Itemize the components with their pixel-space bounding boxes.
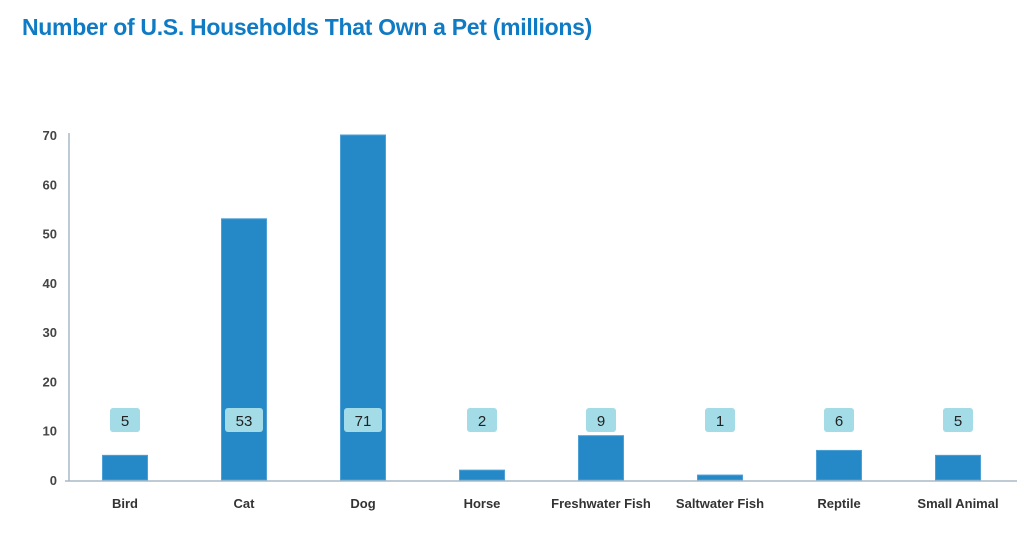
- data-label-box: [943, 408, 973, 432]
- data-label: 5: [954, 413, 962, 430]
- y-tick-label: 50: [43, 227, 57, 242]
- data-label: 5: [121, 413, 129, 430]
- x-tick-label: Bird: [112, 496, 138, 511]
- bar-saltwater-fish: [697, 474, 743, 481]
- bar-cat: [221, 218, 267, 481]
- bar-horse: [459, 469, 505, 481]
- y-tick-label: 40: [43, 276, 57, 291]
- x-tick-label: Small Animal: [917, 496, 998, 511]
- chart-title: Number of U.S. Households That Own a Pet…: [22, 14, 592, 40]
- data-label-box: [705, 408, 735, 432]
- x-tick-label: Saltwater Fish: [676, 496, 764, 511]
- x-tick-label: Cat: [234, 496, 256, 511]
- data-label: 9: [597, 413, 605, 430]
- y-tick-label: 30: [43, 325, 57, 340]
- bar-small-animal: [935, 454, 981, 481]
- data-label: 1: [716, 413, 724, 430]
- data-label-box: [344, 408, 382, 432]
- y-tick-label: 20: [43, 374, 57, 389]
- data-label: 2: [478, 413, 486, 430]
- y-tick-label: 10: [43, 424, 57, 439]
- bar-bird: [102, 454, 148, 481]
- data-label-box: [467, 408, 497, 432]
- data-label-box: [225, 408, 263, 432]
- bar-freshwater-fish: [578, 435, 624, 481]
- y-tick-label: 70: [43, 128, 57, 143]
- x-tick-label: Dog: [350, 496, 375, 511]
- data-label: 71: [355, 413, 372, 430]
- bar-reptile: [816, 449, 862, 481]
- data-label-box: [110, 408, 140, 432]
- data-label-box: [586, 408, 616, 432]
- x-tick-label: Reptile: [817, 496, 860, 511]
- data-label: 53: [236, 413, 253, 430]
- data-label-box: [824, 408, 854, 432]
- y-tick-label: 0: [50, 473, 57, 488]
- x-tick-label: Freshwater Fish: [551, 496, 651, 511]
- data-label: 6: [835, 413, 843, 430]
- y-tick-label: 60: [43, 177, 57, 192]
- x-tick-label: Horse: [464, 496, 501, 511]
